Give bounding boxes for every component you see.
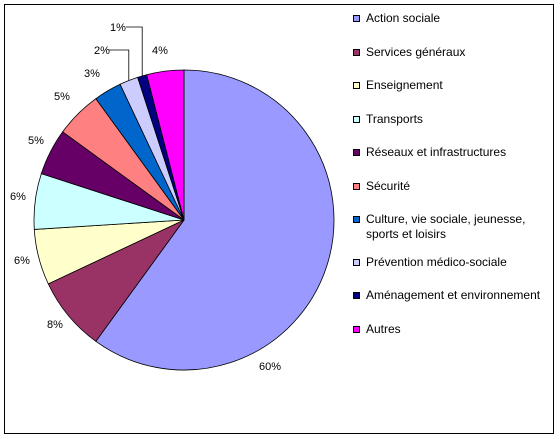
legend-swatch — [353, 216, 360, 223]
pie-slice-action-sociale — [95, 69, 335, 371]
legend-swatch — [353, 292, 360, 299]
data-label-enseignement: 6% — [14, 255, 30, 267]
data-label-culture-vie-sociale-jeunesse-sports-et-loisirs: 3% — [84, 68, 100, 80]
legend-label: Aménagement et environnement — [366, 288, 541, 302]
legend-label: Autres — [366, 322, 401, 336]
legend-label: Action sociale — [366, 11, 441, 25]
legend-label: Enseignement — [366, 78, 443, 92]
legend-swatch — [353, 116, 360, 123]
legend-label: Réseaux et infrastructures — [366, 145, 507, 159]
legend-swatch — [353, 259, 360, 266]
legend-label: Transports — [366, 112, 423, 126]
leader-line-amenagement-et-environnement — [126, 26, 143, 76]
legend-label: Sécurité — [366, 179, 411, 193]
leader-lines — [109, 26, 143, 81]
legend-label: Culture, vie sociale, jeunesse, sports e… — [366, 212, 526, 241]
leader-line-prevention-medico-sociale — [109, 49, 130, 81]
legend-swatch — [353, 183, 360, 190]
legend-swatch — [353, 49, 360, 56]
data-label-prevention-medico-sociale: 2% — [94, 45, 110, 57]
legend-swatch — [353, 326, 360, 333]
legend-label: Prévention médico-sociale — [366, 255, 507, 269]
data-label-action-sociale: 60% — [259, 361, 281, 373]
pie-slice-autres — [146, 69, 185, 221]
data-label-autres: 4% — [152, 45, 168, 57]
legend-swatch — [353, 15, 360, 22]
data-label-securite: 5% — [54, 91, 70, 103]
pie-slices — [33, 69, 335, 371]
legend-label: Services généraux — [366, 45, 466, 59]
legend-swatch — [353, 82, 360, 89]
data-labels: 60% 8% 6% 6% 5% 5% 3% 2%1% 4% — [10, 22, 281, 373]
data-label-reseaux-et-infrastructures: 5% — [28, 135, 44, 147]
data-label-amenagement-et-environnement: 1% — [110, 22, 126, 34]
legend-swatch — [353, 149, 360, 156]
data-label-services-generaux: 8% — [47, 319, 63, 331]
data-label-transports: 6% — [10, 191, 26, 203]
